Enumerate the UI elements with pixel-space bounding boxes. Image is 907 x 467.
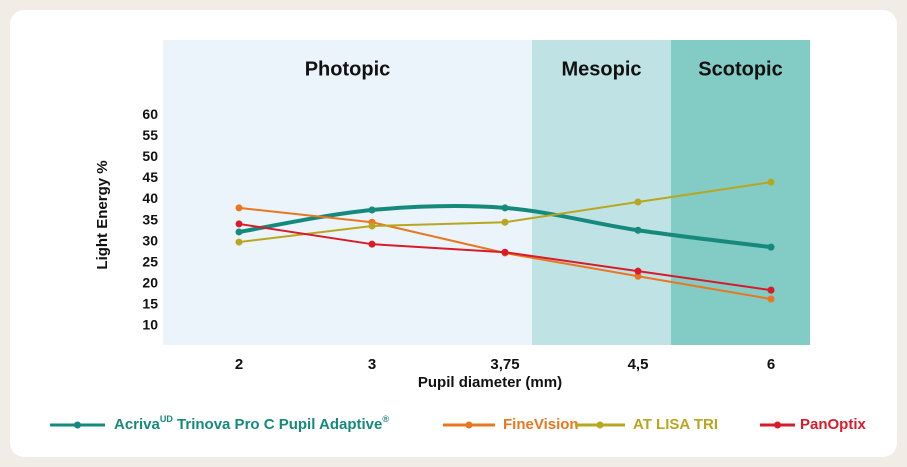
data-point [368,206,376,214]
legend-label: AT LISA TRI [633,416,718,433]
legend-label: AcrivaUD Trinova Pro C Pupil Adaptive® [114,414,389,433]
x-tick-label: 3,75 [490,356,519,373]
zone-label: Scotopic [698,58,782,80]
zone-band [671,40,810,345]
legend-dot [74,421,81,429]
data-point [235,238,243,246]
x-axis-title: Pupil diameter (mm) [418,374,562,391]
data-point [235,228,243,236]
y-tick-label: 30 [142,232,158,248]
data-point [368,222,376,230]
y-tick-label: 60 [142,106,158,122]
data-point [767,295,775,303]
x-tick-label: 2 [235,356,243,373]
legend-dot [774,421,781,429]
zone-band [163,40,532,345]
y-tick-label: 10 [142,317,158,333]
x-tick-label: 6 [767,356,775,373]
y-tick-label: 20 [142,275,158,291]
legend-dot [465,421,473,429]
data-point [235,204,243,212]
zone-label: Photopic [305,58,391,80]
legend-label: PanOptix [800,416,867,433]
legend-label-part: UD [160,414,173,424]
legend-dot [596,421,604,429]
data-point [368,240,376,248]
y-tick-label: 50 [142,148,158,164]
y-tick-label: 25 [142,253,158,269]
data-point [634,226,642,234]
legend-label-part: ® [382,414,389,424]
y-tick-label: 15 [142,296,158,312]
data-point [634,272,642,280]
y-tick-label: 55 [142,127,158,143]
data-point [235,220,243,228]
legend-label-part: Acriva [114,416,161,433]
data-point [634,198,642,206]
y-axis-title: Light Energy % [94,160,111,269]
data-point [767,286,775,294]
x-tick-label: 3 [368,356,376,373]
zone-label: Mesopic [561,58,641,80]
data-point [501,248,509,256]
y-tick-label: 40 [142,190,158,206]
legend-label: FineVision [503,416,579,433]
data-point [634,267,642,275]
y-tick-label: 45 [142,169,158,185]
y-tick-label: 35 [142,211,158,227]
data-point [767,243,775,251]
legend-label-part: Trinova Pro C Pupil Adaptive [173,416,382,433]
zone-band [532,40,671,345]
data-point [501,218,509,226]
data-point [767,178,775,186]
x-tick-label: 4,5 [628,356,649,373]
data-point [501,204,509,212]
